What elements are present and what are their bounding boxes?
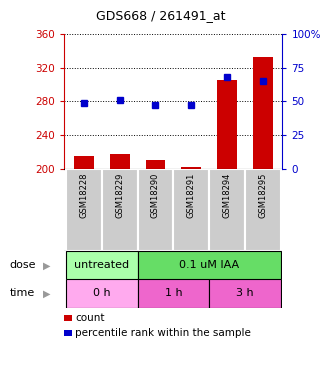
Bar	[253, 57, 273, 169]
Text: count: count	[75, 313, 105, 323]
Text: 3 h: 3 h	[236, 288, 254, 298]
Bar	[245, 169, 281, 251]
Text: 0 h: 0 h	[93, 288, 111, 298]
Text: GDS668 / 261491_at: GDS668 / 261491_at	[96, 9, 225, 22]
Text: GSM18294: GSM18294	[222, 173, 231, 218]
Bar	[74, 156, 94, 169]
Bar	[66, 279, 138, 308]
Bar	[173, 169, 209, 251]
Text: GSM18228: GSM18228	[79, 173, 88, 218]
Text: 1 h: 1 h	[165, 288, 182, 298]
Bar	[181, 167, 201, 169]
Bar	[138, 169, 173, 251]
Text: GSM18290: GSM18290	[151, 173, 160, 218]
Bar	[102, 169, 138, 251]
Bar	[209, 279, 281, 308]
Text: GSM18291: GSM18291	[187, 173, 196, 218]
Text: GSM18295: GSM18295	[258, 173, 267, 218]
Bar	[66, 169, 102, 251]
Bar	[217, 80, 237, 169]
Text: untreated: untreated	[74, 260, 129, 270]
Bar	[138, 251, 281, 279]
Text: percentile rank within the sample: percentile rank within the sample	[75, 328, 251, 338]
Text: GSM18229: GSM18229	[115, 173, 124, 218]
Text: 0.1 uM IAA: 0.1 uM IAA	[179, 260, 239, 270]
Bar	[138, 279, 209, 308]
Text: time: time	[10, 288, 35, 298]
Bar	[110, 153, 129, 169]
Bar	[209, 169, 245, 251]
Text: ▶: ▶	[43, 260, 51, 270]
Text: ▶: ▶	[43, 288, 51, 298]
Bar	[146, 160, 165, 169]
Text: dose: dose	[10, 260, 36, 270]
Bar	[66, 251, 138, 279]
